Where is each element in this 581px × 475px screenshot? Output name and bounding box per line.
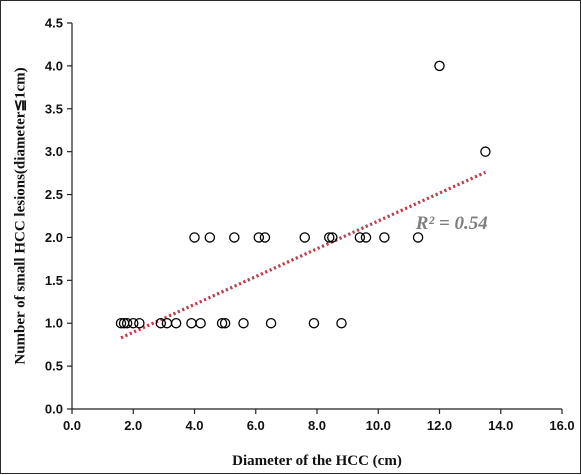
trendline-dots [120, 171, 486, 339]
data-point [434, 60, 445, 72]
x-tick-label: 6.0 [247, 418, 265, 433]
data-point [186, 317, 197, 329]
data-point [155, 317, 167, 329]
data-point [229, 232, 240, 243]
r-squared-annotation: R² = 0.54 [415, 213, 488, 234]
data-point [308, 317, 320, 329]
data-point [299, 232, 310, 243]
data-point [360, 232, 372, 243]
data-point [265, 317, 277, 329]
y-tick-label: 1.5 [45, 273, 63, 288]
trendline-path [120, 170, 487, 340]
x-tick-label: 10.0 [366, 418, 391, 433]
x-tick-label: 2.0 [124, 418, 142, 433]
data-point [238, 317, 249, 329]
x-ticks: 0.0 2.0 4.0 6.0 8.0 10.0 12.0 14.0 16.0 [63, 409, 575, 433]
data-point [128, 317, 139, 329]
x-tick-label: 0.0 [63, 418, 81, 433]
axes [71, 23, 562, 410]
data-point [323, 232, 335, 243]
x-tick-label: 14.0 [488, 418, 513, 433]
y-tick-label: 1.0 [45, 316, 63, 331]
x-tick-label: 16.0 [549, 418, 574, 433]
data-point [379, 232, 390, 243]
data-point [195, 317, 206, 329]
y-tick-label: 0.5 [45, 359, 63, 374]
y-tick-label: 2.5 [45, 187, 63, 202]
data-point [121, 317, 133, 329]
data-point [189, 232, 200, 243]
y-axis-title: Number of small HCC lesions(diameter≦1cm… [12, 67, 28, 364]
y-ticks: 0.0 0.5 1.0 1.5 2.0 2.5 3.0 3.5 4.0 4.5 [45, 16, 72, 417]
data-point [134, 317, 145, 329]
x-tick-label: 4.0 [185, 418, 203, 433]
data-point [170, 317, 182, 329]
data-point [161, 317, 173, 329]
data-point [259, 232, 271, 243]
y-tick-label: 4.0 [45, 58, 63, 73]
x-tick-label: 8.0 [308, 418, 326, 433]
y-tick-label: 0.0 [45, 402, 63, 417]
y-tick-label: 2.0 [45, 230, 63, 245]
data-point [412, 232, 424, 243]
y-tick-label: 3.0 [45, 144, 63, 159]
data-point [336, 317, 347, 329]
data-point [327, 232, 338, 243]
trendline [120, 170, 487, 340]
data-point [204, 232, 216, 243]
x-tick-label: 12.0 [427, 418, 452, 433]
data-point [480, 146, 491, 157]
data-point [216, 317, 228, 329]
y-tick-label: 4.5 [45, 16, 63, 31]
data-point [253, 232, 265, 243]
x-axis-title: Diameter of the HCC (cm) [232, 453, 402, 469]
data-points [115, 60, 491, 329]
data-point [115, 317, 127, 329]
data-point [354, 232, 366, 243]
data-point [219, 317, 231, 329]
y-tick-label: 3.5 [45, 101, 63, 116]
